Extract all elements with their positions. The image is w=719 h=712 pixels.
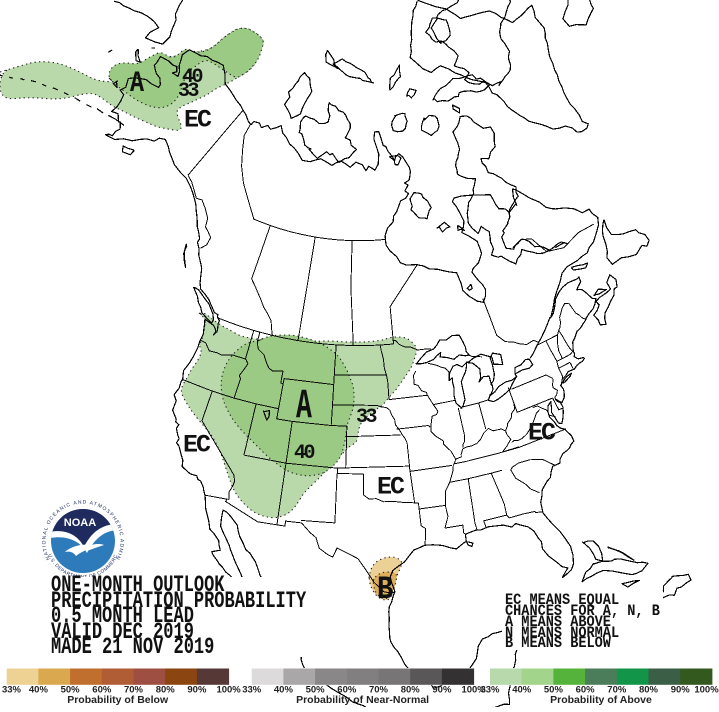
svg-text:MADE 21 NOV 2019: MADE 21 NOV 2019 [51, 635, 214, 661]
svg-text:40%: 40% [512, 685, 532, 696]
svg-text:100%: 100% [694, 685, 719, 696]
svg-text:60%: 60% [576, 685, 596, 696]
svg-text:EC: EC [528, 419, 556, 448]
svg-text:ONE-MONTH OUTLOOK: ONE-MONTH OUTLOOK [51, 573, 225, 599]
svg-text:B MEANS BELOW: B MEANS BELOW [505, 635, 611, 652]
svg-text:N MEANS NORMAL: N MEANS NORMAL [505, 625, 619, 642]
svg-text:33%: 33% [2, 685, 22, 696]
svg-text:90%: 90% [671, 685, 691, 696]
svg-text:50%: 50% [306, 685, 326, 696]
svg-text:Probability of Below: Probability of Below [67, 694, 169, 706]
svg-text:0.5 MONTH LEAD: 0.5 MONTH LEAD [51, 604, 194, 630]
svg-text:70%: 70% [124, 685, 144, 696]
svg-text:90%: 90% [187, 685, 207, 696]
svg-text:33%: 33% [242, 685, 262, 696]
svg-text:80%: 80% [401, 685, 421, 696]
svg-text:40%: 40% [29, 685, 49, 696]
svg-text:B: B [377, 571, 393, 608]
svg-text:100%: 100% [216, 685, 241, 696]
svg-text:CHANCES FOR A, N, B: CHANCES FOR A, N, B [505, 603, 660, 620]
svg-text:50%: 50% [544, 685, 564, 696]
svg-text:60%: 60% [337, 685, 357, 696]
svg-text:100%: 100% [461, 685, 486, 696]
svg-text:EC: EC [184, 106, 212, 135]
svg-text:80%: 80% [156, 685, 176, 696]
svg-text:80%: 80% [639, 685, 659, 696]
svg-text:A: A [130, 68, 145, 101]
svg-text:PRECIPITATION PROBABILITY: PRECIPITATION PROBABILITY [51, 589, 307, 615]
svg-text:VALID DEC 2019: VALID DEC 2019 [51, 620, 194, 646]
svg-text:60%: 60% [92, 685, 112, 696]
svg-text:33: 33 [178, 80, 199, 103]
svg-text:Probability of Above: Probability of Above [550, 694, 652, 706]
svg-text:40: 40 [294, 442, 315, 465]
svg-text:NOAA: NOAA [64, 517, 96, 529]
svg-text:A MEANS ABOVE: A MEANS ABOVE [505, 614, 611, 631]
svg-text:50%: 50% [61, 685, 81, 696]
svg-text:90%: 90% [432, 685, 452, 696]
svg-text:40%: 40% [274, 685, 294, 696]
svg-text:33: 33 [356, 406, 377, 429]
svg-text:EC: EC [183, 431, 211, 460]
svg-text:33%: 33% [480, 685, 500, 696]
svg-text:40: 40 [182, 66, 203, 89]
svg-text:Probability of Near-Normal: Probability of Near-Normal [296, 694, 429, 706]
svg-text:EC: EC [377, 473, 405, 502]
svg-text:70%: 70% [607, 685, 627, 696]
svg-text:EC MEANS EQUAL: EC MEANS EQUAL [505, 592, 619, 609]
svg-text:70%: 70% [369, 685, 389, 696]
svg-text:A: A [296, 382, 313, 430]
